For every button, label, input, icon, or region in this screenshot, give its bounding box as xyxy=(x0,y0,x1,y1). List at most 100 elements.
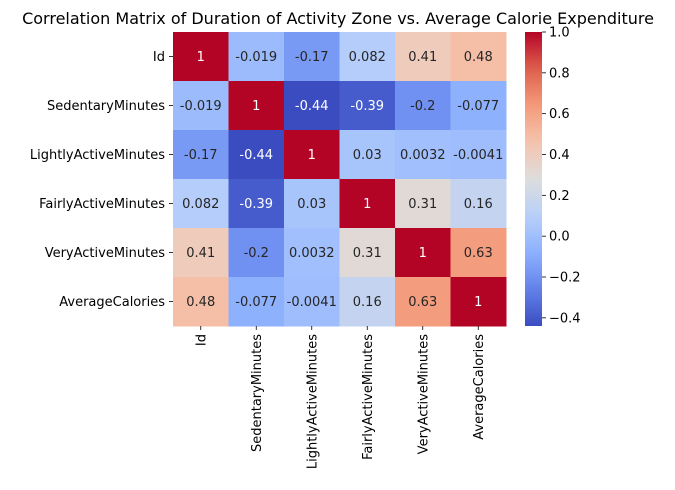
heatmap-cell xyxy=(284,81,340,131)
colorbar-tick-label: 0.6 xyxy=(549,107,570,122)
cell-value-label: 0.48 xyxy=(186,295,215,310)
colorbar-ticks: −0.4 −0.2 0.0 0.2 0.4 0.6 0.8 1.0 xyxy=(542,26,581,326)
x-tick-label: Id xyxy=(194,334,209,346)
heatmap-cell xyxy=(284,179,340,229)
colorbar-tick-label: −0.4 xyxy=(549,311,581,326)
heatmap-cell xyxy=(173,179,229,229)
cell-value-label: -0.39 xyxy=(239,197,273,212)
heatmap-cell xyxy=(173,228,229,278)
cell-value-label: -0.44 xyxy=(239,148,273,163)
cell-value-label: 0.03 xyxy=(353,148,382,163)
cell-value-label: 0.63 xyxy=(408,295,437,310)
y-axis-tick-labels: Id SedentaryMinutes LightlyActiveMinutes Fa… xyxy=(30,50,173,310)
cell-value-label: -0.0041 xyxy=(453,148,503,163)
cell-value-label: 0.03 xyxy=(297,197,326,212)
heatmap-cells xyxy=(173,32,507,327)
cell-value-label: -0.0041 xyxy=(287,295,337,310)
colorbar-tick-label: −0.2 xyxy=(549,271,581,286)
heatmap-cell xyxy=(339,277,396,327)
heatmap-cell xyxy=(395,228,451,278)
cell-value-label: -0.17 xyxy=(295,50,329,65)
cell-value-label: 0.31 xyxy=(408,197,437,212)
cell-value-label: 0.31 xyxy=(353,246,382,261)
heatmap-cell xyxy=(450,81,507,131)
x-tick-label: AverageCalories xyxy=(472,334,487,440)
heatmap-cell xyxy=(450,277,507,327)
y-tick-label: FairlyActiveMinutes xyxy=(39,197,165,212)
heatmap-cell xyxy=(284,228,340,278)
x-tick-label: LightlyActiveMinutes xyxy=(305,334,320,469)
cell-value-label: 0.0032 xyxy=(289,246,335,261)
heatmap-cell xyxy=(228,277,285,327)
x-tick-label: FairlyActiveMinutes xyxy=(361,334,376,460)
heatmap-cell xyxy=(395,81,451,131)
cell-value-label: -0.2 xyxy=(410,99,435,114)
cell-value-label: 1 xyxy=(419,246,427,261)
chart-title: Correlation Matrix of Duration of Activi… xyxy=(22,9,654,28)
cell-value-label: -0.17 xyxy=(184,148,218,163)
cell-value-label: 1 xyxy=(474,295,482,310)
cell-value-label: -0.44 xyxy=(295,99,329,114)
y-tick-label: Id xyxy=(153,50,165,65)
heatmap-cell xyxy=(395,277,451,327)
heatmap-cell xyxy=(284,277,340,327)
colorbar-tick-label: 0.0 xyxy=(549,230,570,245)
cell-value-label: 0.63 xyxy=(464,246,493,261)
heatmap-cell xyxy=(450,179,507,229)
heatmap-cell xyxy=(450,228,507,278)
cell-value-label: -0.39 xyxy=(350,99,384,114)
cell-value-label: -0.077 xyxy=(457,99,499,114)
heatmap-cell xyxy=(339,32,396,82)
heatmap-cell xyxy=(228,32,285,82)
colorbar-tick-label: 0.2 xyxy=(549,189,570,204)
y-tick-label: LightlyActiveMinutes xyxy=(30,148,165,163)
colorbar-tick-label: 1.0 xyxy=(549,26,570,41)
x-tick-label: VeryActiveMinutes xyxy=(416,334,431,455)
cell-value-label: 0.0032 xyxy=(400,148,446,163)
colorbar xyxy=(525,32,542,326)
heatmap-cell xyxy=(450,130,507,180)
colorbar-tick-label: 0.4 xyxy=(549,148,570,163)
heatmap-cell xyxy=(173,32,229,82)
heatmap-cell xyxy=(339,81,396,131)
heatmap-cell xyxy=(228,81,285,131)
cell-value-label: 0.41 xyxy=(186,246,215,261)
heatmap-cell xyxy=(173,130,229,180)
heatmap-cell xyxy=(284,130,340,180)
heatmap-cell xyxy=(173,277,229,327)
heatmap-cell xyxy=(284,32,340,82)
cell-value-label: -0.077 xyxy=(235,295,277,310)
heatmap-cell xyxy=(173,81,229,131)
y-tick-label: SedentaryMinutes xyxy=(47,99,165,114)
cell-value-label: 1 xyxy=(197,50,205,65)
x-axis-tick-labels: Id SedentaryMinutes LightlyActiveMinutes Fa… xyxy=(194,326,487,469)
cell-value-label: 0.48 xyxy=(464,50,493,65)
y-tick-label: AverageCalories xyxy=(59,295,165,310)
cell-value-label: -0.019 xyxy=(180,99,222,114)
colorbar-tick-label: 0.8 xyxy=(549,66,570,81)
heatmap-cell xyxy=(228,179,285,229)
cell-value-label: -0.019 xyxy=(235,50,277,65)
cell-value-label: 1 xyxy=(308,148,316,163)
heatmap-cell-labels: 1 -0.019 -0.17 0.082 0.41 0.48 -0.019 1 -0.44 -0.… xyxy=(180,50,504,310)
heatmap-cell xyxy=(339,228,396,278)
heatmap-cell xyxy=(228,130,285,180)
cell-value-label: 1 xyxy=(252,99,260,114)
cell-value-label: 0.41 xyxy=(408,50,437,65)
heatmap-cell xyxy=(395,32,451,82)
heatmap-cell xyxy=(228,228,285,278)
cell-value-label: 0.082 xyxy=(182,197,219,212)
cell-value-label: 0.082 xyxy=(349,50,386,65)
x-tick-label: SedentaryMinutes xyxy=(250,334,265,452)
heatmap-cell xyxy=(395,130,451,180)
y-tick-label: VeryActiveMinutes xyxy=(45,246,166,261)
cell-value-label: 1 xyxy=(363,197,371,212)
cell-value-label: 0.16 xyxy=(353,295,382,310)
cell-value-label: 0.16 xyxy=(464,197,493,212)
heatmap-cell xyxy=(339,179,396,229)
heatmap-cell xyxy=(450,32,507,82)
heatmap-cell xyxy=(339,130,396,180)
heatmap-cell xyxy=(395,179,451,229)
cell-value-label: -0.2 xyxy=(244,246,269,261)
